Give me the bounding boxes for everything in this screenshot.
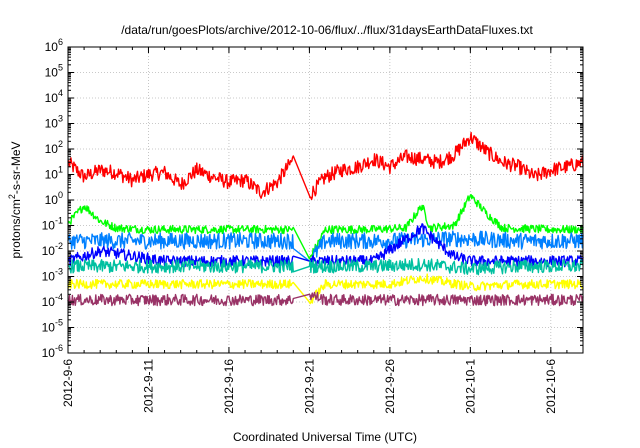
y-tick-label: 106 [45,37,63,54]
x-tick-label: 2012-10-1 [463,359,477,414]
series-line-6 [67,273,584,305]
y-tick-label: 104 [45,88,63,105]
y-tick-label: 100 [45,190,63,207]
plot-frame [67,46,584,354]
y-tick-label: 102 [45,139,63,156]
y-tick-label: 10-2 [42,241,63,258]
x-tick-label: 2012-9-21 [302,359,316,414]
series-line-7 [67,291,584,307]
x-axis: 2012-9-6 2012-9-11 2012-9-16 2012-9-21 2012-… [61,47,584,414]
y-tick-label: 101 [45,165,63,182]
series-line-5 [67,258,584,276]
y-tick-label: 105 [45,63,63,80]
x-tick-label: 2012-10-6 [544,359,558,414]
y-tick-label: 10-4 [42,292,63,309]
series-line-3 [67,230,584,264]
x-tick-label: 2012-9-6 [61,359,75,407]
y-axis-label: protons/cm2-s-sr-MeV [7,141,23,258]
series-layer [67,131,584,307]
y-tick-label: 103 [45,114,63,131]
x-axis-label: Coordinated Universal Time (UTC) [233,430,417,444]
x-tick-label: 2012-9-26 [383,359,397,414]
y-axis: 10-6 10-5 10-4 10-3 10-2 10-1 100 101 102 103 104 1… [42,37,583,360]
y-tick-label: 10-6 [42,343,63,360]
grid [67,47,583,353]
y-tick-label: 10-5 [42,318,63,335]
x-tick-label: 2012-9-11 [141,359,155,413]
y-tick-label: 10-3 [42,267,63,284]
chart-title: /data/run/goesPlots/archive/2012-10-06/f… [121,23,533,37]
series-line-1 [67,131,584,201]
y-tick-label: 10-1 [42,216,63,233]
x-tick-label: 2012-9-16 [222,359,236,414]
